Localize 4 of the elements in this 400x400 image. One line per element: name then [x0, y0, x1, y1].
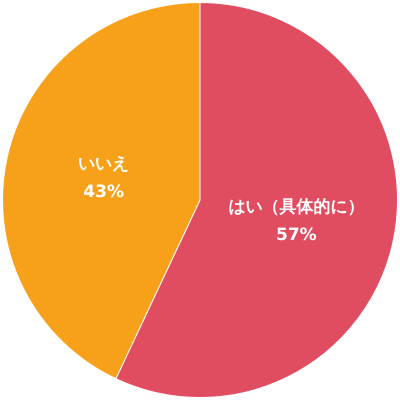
data-label: 57%	[276, 224, 317, 245]
data-label: 43%	[83, 182, 124, 202]
slice-label: いいえ	[78, 154, 130, 174]
slice-label: はい（具体的に）	[228, 196, 364, 217]
